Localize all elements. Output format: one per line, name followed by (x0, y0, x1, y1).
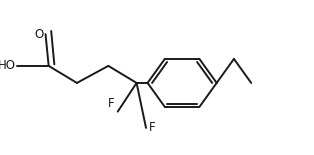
Text: HO: HO (0, 59, 16, 72)
Text: F: F (149, 121, 156, 134)
Text: O: O (34, 28, 43, 41)
Text: F: F (108, 97, 115, 110)
